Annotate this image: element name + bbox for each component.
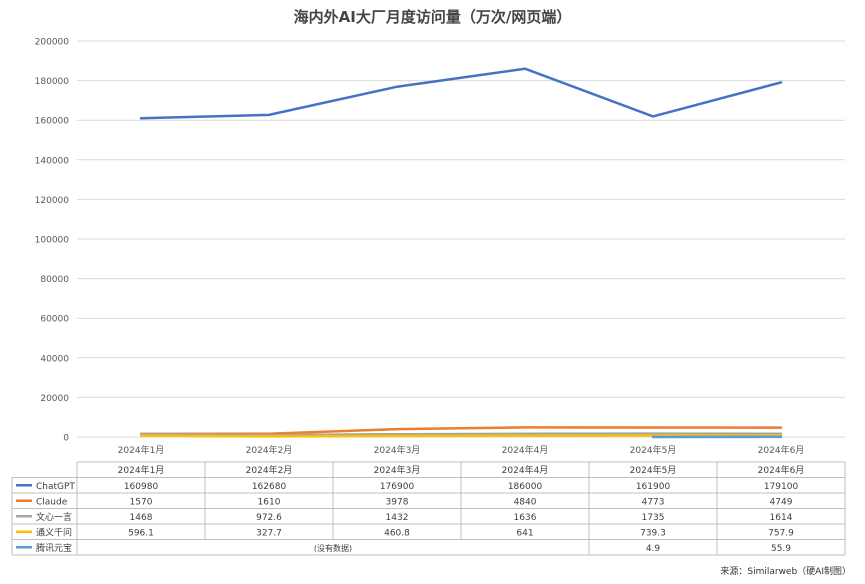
y-tick-label: 60000 — [40, 315, 69, 325]
y-tick-label: 80000 — [40, 275, 69, 285]
y-tick-label: 0 — [63, 434, 69, 444]
table-header-cell: 2024年1月 — [118, 464, 165, 476]
y-tick-label: 200000 — [35, 38, 70, 48]
x-tick-label: 2024年2月 — [246, 444, 293, 456]
y-tick-label: 160000 — [35, 117, 70, 127]
x-tick-label: 2024年3月 — [374, 444, 421, 456]
x-tick-label: 2024年1月 — [118, 444, 165, 456]
series-line — [139, 434, 783, 438]
table-cell: 1735 — [642, 513, 665, 523]
table-cell: 4749 — [770, 497, 793, 507]
y-tick-label: 120000 — [35, 196, 70, 206]
table-cell: 4840 — [514, 497, 537, 507]
table-cell: 1614 — [770, 513, 793, 523]
table-no-data-cell: (没有数据) — [314, 543, 352, 553]
table-cell: 176900 — [380, 482, 415, 492]
source-note: 来源：Similarweb（硬AI制图） — [720, 567, 851, 577]
table-cell: 1610 — [258, 497, 281, 507]
table-header-cell: 2024年2月 — [246, 464, 293, 476]
table-cell: 160980 — [124, 482, 159, 492]
legend-label: 腾讯元宝 — [36, 542, 72, 554]
table-cell: 4773 — [642, 497, 665, 507]
table-cell: 596.1 — [128, 528, 154, 538]
table-cell: 972.6 — [256, 513, 282, 523]
table-cell: 1570 — [130, 497, 153, 507]
table-cell: 757.9 — [768, 528, 794, 538]
legend-label: Claude — [36, 497, 68, 507]
table-cell: 4.9 — [646, 544, 661, 554]
table-cell: 460.8 — [384, 528, 410, 538]
legend-label: 文心一言 — [36, 511, 72, 523]
table-cell: 1636 — [514, 513, 537, 523]
table-cell: 186000 — [508, 482, 543, 492]
legend-label: 通义千问 — [36, 526, 72, 538]
x-tick-label: 2024年6月 — [758, 444, 805, 456]
y-tick-label: 40000 — [40, 354, 69, 364]
table-cell: 641 — [516, 528, 533, 538]
table-cell: 327.7 — [256, 528, 282, 538]
chart-title: 海内外AI大厂月度访问量（万次/网页端） — [293, 8, 572, 26]
y-tick-label: 180000 — [35, 77, 70, 87]
series-line — [139, 67, 783, 120]
y-tick-label: 140000 — [35, 156, 70, 166]
table-cell: 179100 — [764, 482, 799, 492]
table-header-cell: 2024年3月 — [374, 464, 421, 476]
table-cell: 1432 — [386, 513, 409, 523]
table-cell: 3978 — [386, 497, 409, 507]
legend-label: ChatGPT — [36, 482, 75, 492]
table-header-cell: 2024年4月 — [502, 464, 549, 476]
y-tick-label: 20000 — [40, 394, 69, 404]
y-tick-label: 100000 — [35, 236, 70, 246]
series-line — [139, 432, 783, 437]
x-tick-label: 2024年5月 — [630, 444, 677, 456]
table-cell: 55.9 — [771, 544, 791, 554]
table-cell: 1468 — [130, 513, 153, 523]
table-cell: 161900 — [636, 482, 671, 492]
x-tick-label: 2024年4月 — [502, 444, 549, 456]
table-cell: 162680 — [252, 482, 287, 492]
table-header-cell: 2024年6月 — [758, 464, 805, 476]
table-header-cell: 2024年5月 — [630, 464, 677, 476]
table-cell: 739.3 — [640, 528, 666, 538]
